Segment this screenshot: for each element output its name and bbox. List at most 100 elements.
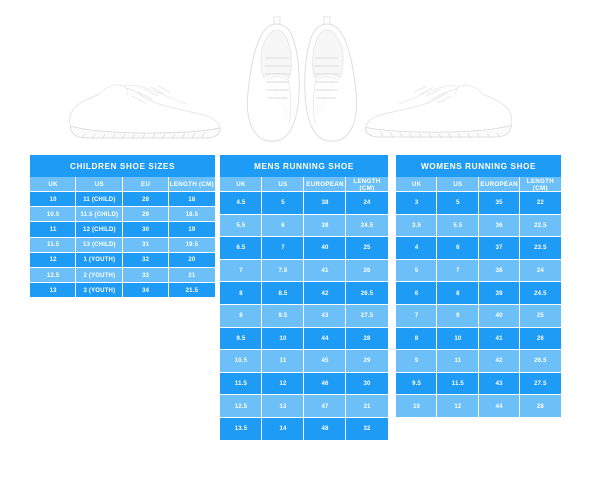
table-cell-length-cm: 26.5 bbox=[346, 282, 388, 305]
table-cell-us: 11 (CHILD) bbox=[76, 192, 123, 208]
column-header-us: US bbox=[262, 177, 304, 192]
table-cell-us: 8 bbox=[437, 282, 479, 305]
table-cell-length-cm: 28 bbox=[519, 395, 561, 418]
table-cell-length-cm: 19 bbox=[168, 222, 215, 238]
table-cell-length-cm: 25 bbox=[519, 304, 561, 328]
table-cell-european: 43 bbox=[304, 304, 346, 328]
table-cell-length-cm: 23.5 bbox=[519, 237, 561, 260]
table-row: 6.5 7 40 25 bbox=[220, 237, 388, 260]
table-cell-us: 3 (YOUTH) bbox=[76, 283, 123, 299]
column-header-uk: UK bbox=[30, 177, 77, 192]
table-cell-length-cm: 26.5 bbox=[519, 350, 561, 373]
table-cell-length-cm: 21.5 bbox=[168, 283, 215, 299]
table-row: 12.5 13 47 31 bbox=[220, 395, 388, 418]
column-header-european: EUROPEAN bbox=[304, 177, 346, 192]
womens-table-body: 3 5 35 22 3.5 5.5 36 22.5 4 6 37 23.5 5 7 38 24 6 8 39 24.5… bbox=[396, 192, 561, 418]
table-cell-uk: 10 bbox=[30, 192, 77, 208]
shoe-side-left bbox=[58, 62, 228, 147]
table-cell-us: 5.5 bbox=[437, 214, 479, 238]
table-row: 6 8 39 24.5 bbox=[396, 282, 561, 305]
table-cell-uk: 4.5 bbox=[220, 192, 262, 215]
table-cell-length-cm: 24.5 bbox=[346, 214, 388, 238]
table-row: 9.5 11.5 43 27.5 bbox=[396, 372, 561, 396]
column-header-length: LENGTH (CM) bbox=[346, 177, 388, 192]
children-size-table: CHILDREN SHOE SIZES UK US EU LENGTH (CM)… bbox=[30, 155, 215, 299]
table-cell-length-cm: 18.5 bbox=[168, 207, 215, 223]
table-cell-uk: 9 bbox=[220, 304, 262, 328]
table-row: 8 8.5 42 26.5 bbox=[220, 282, 388, 305]
table-row: 10.5 11.5 (CHILD) 29 18.5 bbox=[30, 207, 215, 223]
table-cell-us: 9 bbox=[437, 304, 479, 328]
table-row: 5 7 38 24 bbox=[396, 259, 561, 283]
table-cell-us: 9.5 bbox=[262, 304, 304, 328]
table-cell-length-cm: 29 bbox=[346, 350, 388, 373]
table-cell-eu: 28 bbox=[122, 192, 169, 208]
table-cell-uk: 6 bbox=[396, 282, 438, 305]
table-row: 9 9.5 43 27.5 bbox=[220, 304, 388, 328]
table-row: 12.5 2 (YOUTH) 33 21 bbox=[30, 267, 215, 284]
table-cell-length-cm: 31 bbox=[346, 395, 388, 418]
table-cell-uk: 9 bbox=[396, 350, 438, 373]
column-header-us: US bbox=[437, 177, 479, 192]
table-cell-length-cm: 24.5 bbox=[519, 282, 561, 305]
table-cell-us: 12 bbox=[262, 372, 304, 396]
table-cell-length-cm: 24 bbox=[346, 192, 388, 215]
table-cell-uk: 3.5 bbox=[396, 214, 438, 238]
table-cell-eu: 30 bbox=[122, 222, 169, 238]
table-cell-european: 38 bbox=[478, 259, 520, 283]
table-cell-eu: 34 bbox=[122, 283, 169, 299]
table-cell-uk: 13.5 bbox=[220, 417, 262, 441]
table-cell-us: 13 bbox=[262, 395, 304, 418]
children-table-body: 10 11 (CHILD) 28 18 10.5 11.5 (CHILD) 29 18.5 11… bbox=[30, 192, 215, 299]
table-cell-us: 12 (CHILD) bbox=[76, 222, 123, 238]
table-row: 10 11 (CHILD) 28 18 bbox=[30, 192, 215, 208]
table-cell-european: 37 bbox=[478, 237, 520, 260]
womens-table-title: WOMENS RUNNING SHOE bbox=[396, 155, 561, 177]
table-cell-uk: 12.5 bbox=[220, 395, 262, 418]
table-cell-length-cm: 32 bbox=[346, 417, 388, 441]
table-cell-eu: 31 bbox=[122, 237, 169, 253]
table-cell-european: 45 bbox=[304, 350, 346, 373]
table-row: 4 6 37 23.5 bbox=[396, 237, 561, 260]
table-cell-european: 48 bbox=[304, 417, 346, 441]
table-cell-us: 12 bbox=[437, 395, 479, 418]
table-row: 9.5 10 44 28 bbox=[220, 327, 388, 351]
table-cell-uk: 3 bbox=[396, 192, 438, 215]
table-cell-us: 11.5 (CHILD) bbox=[76, 207, 123, 223]
table-cell-us: 11 bbox=[437, 350, 479, 373]
table-cell-eu: 32 bbox=[122, 252, 169, 268]
table-cell-uk: 5.5 bbox=[220, 214, 262, 238]
column-header-uk: UK bbox=[396, 177, 438, 192]
table-cell-us: 2 (YOUTH) bbox=[76, 267, 123, 284]
table-cell-us: 5 bbox=[262, 192, 304, 215]
table-cell-uk: 10.5 bbox=[220, 350, 262, 373]
table-cell-uk: 12 bbox=[30, 252, 77, 268]
table-cell-length-cm: 27.5 bbox=[346, 304, 388, 328]
table-cell-uk: 7 bbox=[220, 259, 262, 283]
table-cell-european: 39 bbox=[304, 214, 346, 238]
table-cell-length-cm: 19.5 bbox=[168, 237, 215, 253]
table-cell-length-cm: 22.5 bbox=[519, 214, 561, 238]
table-cell-length-cm: 26 bbox=[519, 327, 561, 351]
table-cell-european: 39 bbox=[478, 282, 520, 305]
mens-column-headers: UK US EUROPEAN LENGTH (CM) bbox=[220, 177, 388, 192]
table-row: 9 11 42 26.5 bbox=[396, 350, 561, 373]
table-cell-uk: 8 bbox=[396, 327, 438, 351]
table-cell-uk: 5 bbox=[396, 259, 438, 283]
table-cell-european: 35 bbox=[478, 192, 520, 215]
table-cell-european: 41 bbox=[304, 259, 346, 283]
table-cell-us: 10 bbox=[262, 327, 304, 351]
column-header-eu: EU bbox=[122, 177, 169, 192]
table-cell-length-cm: 20 bbox=[168, 252, 215, 268]
table-cell-us: 10 bbox=[437, 327, 479, 351]
table-row: 3.5 5.5 36 22.5 bbox=[396, 214, 561, 238]
table-cell-us: 1 (YOUTH) bbox=[76, 252, 123, 268]
table-row: 12 1 (YOUTH) 32 20 bbox=[30, 252, 215, 268]
table-row: 13 3 (YOUTH) 34 21.5 bbox=[30, 283, 215, 299]
table-cell-european: 40 bbox=[304, 237, 346, 260]
table-cell-us: 13 (CHILD) bbox=[76, 237, 123, 253]
table-cell-us: 7 bbox=[262, 237, 304, 260]
table-cell-us: 7 bbox=[437, 259, 479, 283]
table-cell-european: 44 bbox=[304, 327, 346, 351]
